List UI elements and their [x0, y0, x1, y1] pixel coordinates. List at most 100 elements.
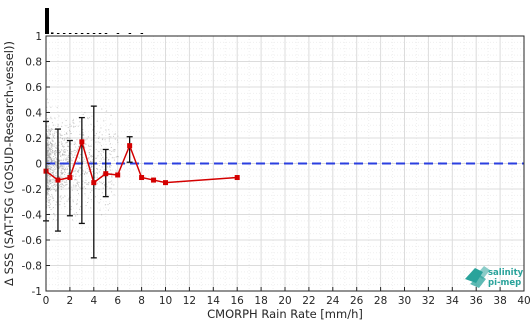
scatter-point — [46, 141, 48, 143]
scatter-point — [47, 131, 49, 133]
scatter-point — [47, 179, 49, 181]
scatter-point — [75, 212, 77, 214]
scatter-point — [48, 199, 50, 201]
scatter-point — [64, 181, 66, 183]
scatter-point — [74, 125, 76, 127]
scatter-point — [88, 117, 90, 119]
scatter-point — [54, 178, 56, 180]
scatter-point — [67, 199, 69, 201]
scatter-point — [48, 147, 50, 149]
scatter-point — [51, 158, 53, 160]
scatter-point — [51, 140, 53, 142]
scatter-point — [95, 133, 97, 135]
scatter-point — [49, 183, 51, 185]
scatter-point — [65, 169, 67, 171]
scatter-point — [47, 180, 49, 182]
scatter-point — [58, 166, 60, 168]
scatter-point — [94, 135, 96, 137]
scatter-point — [83, 145, 85, 147]
x-tick-label: 28 — [374, 295, 387, 307]
scatter-point — [47, 151, 49, 153]
scatter-point — [88, 158, 90, 160]
scatter-point — [70, 143, 72, 145]
scatter-point — [73, 149, 75, 151]
scatter-point — [102, 138, 104, 140]
scatter-point — [46, 191, 48, 193]
scatter-point — [61, 170, 63, 172]
x-tick-label: 36 — [470, 295, 484, 307]
scatter-point — [47, 155, 49, 157]
scatter-point — [50, 196, 52, 198]
scatter-point — [82, 134, 84, 136]
scatter-point — [62, 172, 64, 174]
scatter-point — [100, 198, 102, 200]
scatter-point — [48, 177, 50, 179]
scatter-point — [92, 129, 94, 131]
scatter-point — [53, 160, 55, 162]
scatter-point — [48, 164, 50, 166]
scatter-point — [62, 184, 64, 186]
scatter-point — [58, 160, 60, 162]
scatter-point — [82, 172, 84, 174]
x-tick-label: 12 — [183, 295, 196, 307]
scatter-point — [65, 184, 67, 186]
scatter-point — [54, 150, 56, 152]
scatter-point — [98, 150, 100, 152]
scatter-point — [47, 175, 49, 177]
histogram-bar — [68, 33, 72, 34]
scatter-point — [49, 206, 51, 208]
scatter-point — [62, 168, 64, 170]
scatter-point — [63, 166, 65, 168]
scatter-point — [53, 151, 55, 153]
scatter-point — [48, 145, 50, 147]
scatter-point — [111, 157, 113, 159]
scatter-point — [71, 186, 73, 188]
scatter-point — [48, 174, 50, 176]
logo-shape — [476, 266, 490, 279]
scatter-point — [88, 145, 90, 147]
scatter-point — [70, 196, 72, 198]
scatter-point — [46, 159, 48, 161]
scatter-point — [66, 159, 68, 161]
scatter-point — [54, 164, 56, 166]
scatter-point — [52, 171, 54, 173]
scatter-point — [53, 174, 55, 176]
scatter-point — [61, 185, 63, 187]
scatter-point — [73, 156, 75, 158]
scatter-point — [49, 147, 51, 149]
scatter-point — [54, 133, 56, 135]
scatter-point — [62, 153, 64, 155]
scatter-point — [51, 149, 53, 151]
scatter-point — [49, 198, 51, 200]
scatter-point — [50, 116, 52, 118]
scatter-point — [52, 136, 54, 138]
scatter-point — [53, 212, 55, 214]
scatter-point — [75, 215, 77, 217]
series — [43, 105, 240, 259]
scatter-point — [50, 189, 52, 191]
scatter-point — [75, 178, 77, 180]
scatter-point — [68, 172, 70, 174]
scatter-point — [110, 169, 112, 171]
scatter-point — [102, 172, 104, 174]
scatter-point — [75, 186, 77, 188]
scatter-point — [49, 179, 51, 181]
scatter-point — [71, 151, 73, 153]
scatter-point — [73, 213, 75, 215]
scatter-point — [117, 156, 119, 158]
scatter-point — [49, 134, 51, 136]
scatter-point — [50, 129, 52, 131]
scatter-point — [72, 171, 74, 173]
scatter-point — [61, 126, 63, 128]
scatter-point — [70, 148, 72, 150]
scatter-point — [64, 139, 66, 141]
scatter-point — [85, 182, 87, 184]
scatter-point — [47, 153, 49, 155]
scatter-point — [95, 161, 97, 163]
y-tick-label: -0.4 — [22, 210, 43, 222]
scatter-point — [101, 166, 103, 168]
scatter-point — [69, 123, 71, 125]
scatter-point — [46, 136, 48, 138]
scatter-point — [67, 145, 69, 147]
scatter-point — [53, 181, 55, 183]
